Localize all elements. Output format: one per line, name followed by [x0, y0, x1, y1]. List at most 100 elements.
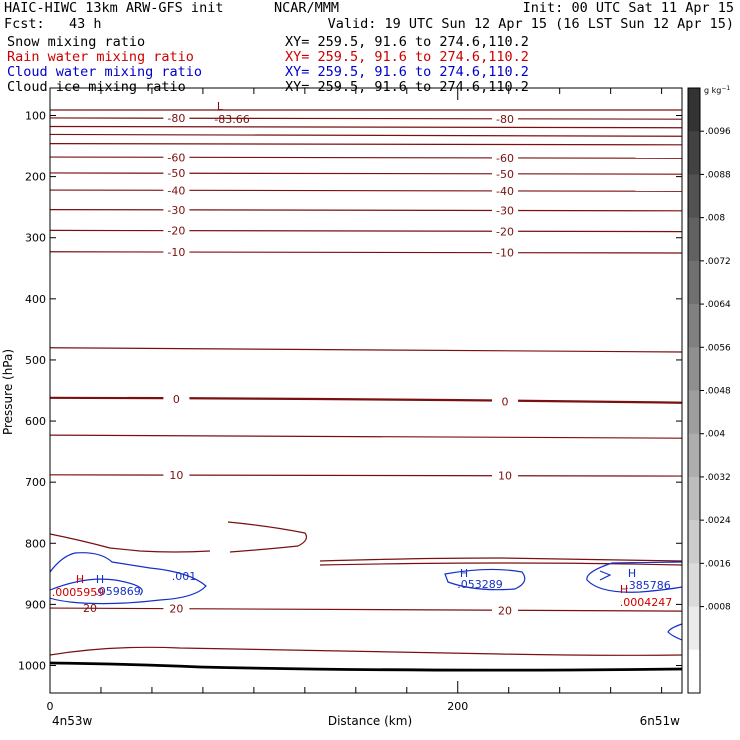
contour-line [49, 143, 683, 146]
contour-label: -30 [496, 204, 514, 217]
y-tick-label: 700 [25, 476, 46, 489]
contour-line [49, 172, 683, 175]
cloud-contour [586, 561, 683, 593]
y-tick-label: 900 [25, 598, 46, 611]
x-axis: 0 200 [47, 88, 663, 713]
contour-label: -50 [167, 167, 185, 180]
colorbar-swatch [688, 520, 700, 564]
y-axis-title: Pressure (hPa) [1, 349, 15, 435]
field-ice-xy: XY= 259.5, 91.6 to 274.6,110.2 [285, 79, 529, 95]
contour-line [49, 396, 683, 404]
colorbar-tick-label: .0072 [705, 257, 731, 267]
contour-label-bg [492, 469, 519, 482]
right-endpoint-label: 6n51w [640, 714, 681, 728]
field-rain-xy: XY= 259.5, 91.6 to 274.6,110.2 [285, 49, 529, 65]
extremum-value: .385786 [625, 579, 671, 592]
extremum-marker: H [628, 567, 636, 580]
colorbar-tick-label: .0064 [705, 300, 731, 310]
contour-line [49, 133, 683, 137]
extremum-marker: L [217, 100, 224, 113]
contour-label-bg [492, 395, 519, 408]
contour-line [49, 646, 683, 656]
contour-line [49, 251, 683, 254]
colorbar-tick-label: .0008 [705, 603, 731, 613]
y-tick-label: 1000 [18, 660, 46, 673]
organization: NCAR/MMM [274, 0, 340, 16]
field-rain: Rain water mixing ratio [7, 49, 194, 65]
colorbar-swatch [688, 174, 700, 219]
contour-label-bg [163, 203, 190, 216]
colorbar: .0096 .0088 .008 .0072 .0064 .0056 .0048 .004 .0… [687, 87, 731, 694]
extremum-marker: H [620, 583, 628, 596]
colorbar-tick-label: .0016 [705, 559, 731, 569]
field-snow-xy: XY= 259.5, 91.6 to 274.6,110.2 [285, 34, 529, 50]
contour-label-bg [492, 204, 519, 217]
extremum-value: -83.66 [214, 113, 249, 126]
cloud-contour [49, 578, 143, 596]
contour-label: 0 [173, 393, 180, 406]
field-snow: Snow mixing ratio [7, 34, 146, 50]
colorbar-swatch [688, 606, 700, 651]
colorbar-swatch [688, 217, 700, 262]
contour-label: -30 [167, 204, 185, 217]
cloud-water-contours: .001 20 [49, 552, 683, 641]
contour-label-bg [492, 225, 519, 238]
contour-line [49, 189, 683, 192]
contour-label-bg [492, 604, 519, 617]
contour-label: .001 [172, 570, 197, 583]
contour-line [49, 474, 683, 477]
surface-contour [49, 661, 683, 672]
extremum-value: .0004247 [620, 596, 673, 609]
colorbar-swatch [688, 649, 700, 694]
colorbar-swatch [688, 304, 700, 348]
contour-line [49, 229, 683, 233]
colorbar-swatch [688, 433, 700, 478]
contour-label: -50 [496, 168, 514, 181]
contour-label: -40 [167, 184, 185, 197]
colorbar-tick-label: .0088 [705, 170, 731, 180]
colorbar-tick-label: .0048 [705, 387, 731, 397]
colorbar-swatch [688, 131, 700, 175]
contour-label: -20 [496, 225, 514, 238]
colorbar-swatch [688, 347, 700, 391]
field-cloud-xy: XY= 259.5, 91.6 to 274.6,110.2 [285, 64, 529, 80]
contour-label-bg [163, 602, 190, 615]
contour-line [49, 434, 683, 439]
contour-label: -80 [496, 113, 514, 126]
contour-label-bg [163, 224, 190, 237]
contour-line [49, 125, 683, 129]
contour-line [49, 117, 683, 120]
contour-label-bg [163, 392, 190, 405]
plot-frame [49, 87, 683, 694]
contour-label: 10 [169, 469, 183, 482]
contour-label: -60 [167, 151, 185, 164]
y-tick-label: 200 [25, 171, 46, 184]
y-tick-label: 100 [25, 110, 46, 123]
contour-label-bg [492, 184, 519, 197]
field-cloud: Cloud water mixing ratio [7, 64, 203, 80]
x-axis-title: Distance (km) [328, 714, 412, 728]
contour-line [49, 607, 683, 612]
cloud-contour [599, 570, 612, 581]
extremum-value: .0005959 [52, 586, 105, 599]
init-time: Init: 00 UTC Sat 11 Apr 15 [522, 0, 734, 16]
colorbar-swatch [688, 260, 700, 305]
colorbar-tick-label: .004 [705, 430, 725, 440]
contour-label-bg [163, 184, 190, 197]
contour-label: 10 [498, 470, 512, 483]
extremum-marker: H [460, 567, 468, 580]
left-endpoint-label: 4n53w [52, 714, 93, 728]
contour-label: -60 [496, 152, 514, 165]
y-tick-label: 600 [25, 415, 46, 428]
colorbar-tick-label: .0024 [705, 516, 731, 526]
contour-label-bg [492, 246, 519, 259]
cloud-contour [667, 623, 683, 641]
contour-line [319, 562, 683, 566]
colorbar-tick-label: .008 [705, 214, 725, 224]
extremum-value: .053289 [457, 578, 503, 591]
y-tick-label: 300 [25, 232, 46, 245]
extremum-marker: H [76, 573, 84, 586]
